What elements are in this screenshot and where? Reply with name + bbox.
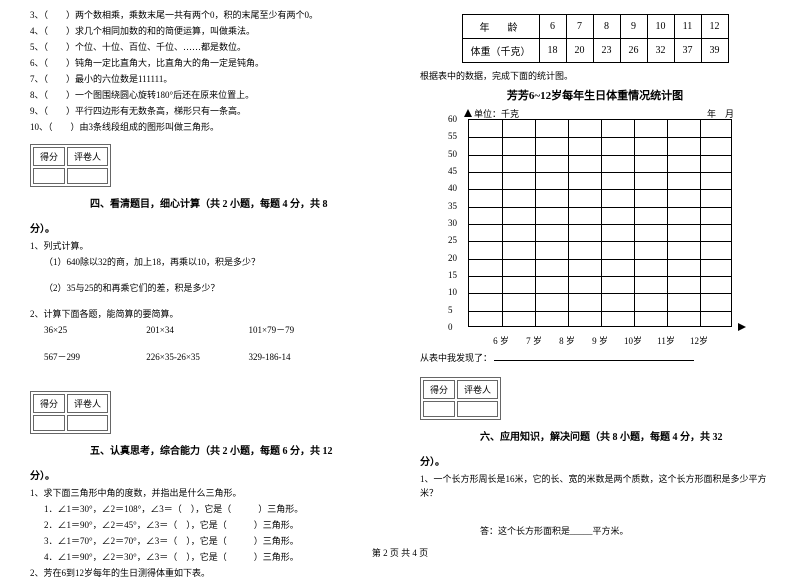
age-cell: 10 xyxy=(647,15,674,39)
q6-1: 1、一个长方形周长是16米，它的长、宽的米数是两个质数，这个长方形面积是多少平方… xyxy=(420,472,770,500)
x-tick-label: 6 岁 xyxy=(493,334,509,347)
observation-label: 从表中我发现了： xyxy=(420,353,492,363)
weight-cell: 32 xyxy=(647,39,674,63)
reviewer-label: 评卷人 xyxy=(457,380,498,399)
weight-cell: 26 xyxy=(620,39,647,63)
x-tick-label: 9 岁 xyxy=(592,334,608,347)
q1-2: （2）35与25的和再乘它们的差，积是多少？ xyxy=(44,281,380,295)
q1-1: （1）640除以32的商，加上18，再乘以10，积是多少？ xyxy=(44,255,380,269)
y-tick-label: 35 xyxy=(448,201,457,211)
calc-expr: 567－299 xyxy=(44,350,144,363)
tf-item: 5、（ ）个位、十位、百位、千位、……都是数位。 xyxy=(30,40,380,54)
age-cell: 9 xyxy=(620,15,647,39)
page-footer: 第 2 页 共 4 页 xyxy=(0,546,800,559)
triangle-line: 1．∠1＝30°，∠2＝108°，∠3＝（ ），它是（ ）三角形。 xyxy=(44,502,380,516)
age-cell: 7 xyxy=(566,15,593,39)
calc-expr: 201×34 xyxy=(146,325,246,335)
right-column: 年 龄 6 7 8 9 10 11 12 体重（千克） 18 20 23 26 … xyxy=(400,0,800,565)
x-tick-label: 8 岁 xyxy=(559,334,575,347)
section-4-tail: 分）。 xyxy=(30,220,380,235)
weight-label: 体重（千克） xyxy=(462,39,539,63)
reviewer-label: 评卷人 xyxy=(67,147,108,166)
x-tick-label: 7 岁 xyxy=(526,334,542,347)
y-tick-label: 55 xyxy=(448,131,457,141)
weight-cell: 39 xyxy=(701,39,728,63)
weight-table: 年 龄 6 7 8 9 10 11 12 体重（千克） 18 20 23 26 … xyxy=(462,14,729,63)
age-cell: 11 xyxy=(674,15,701,39)
tf-list: 3、（ ）两个数相乘，乘数末尾一共有两个0，积的末尾至少有两个0。 4、（ ）求… xyxy=(30,8,380,134)
age-cell: 12 xyxy=(701,15,728,39)
tf-item: 3、（ ）两个数相乘，乘数末尾一共有两个0，积的末尾至少有两个0。 xyxy=(30,8,380,22)
section-5-title: 五、认真思考，综合能力（共 2 小题，每题 6 分，共 12 xyxy=(90,442,380,457)
y-tick-label: 60 xyxy=(448,114,457,124)
tf-item: 7、（ ）最小的六位数是111111。 xyxy=(30,72,380,86)
calc-expr: 226×35-26×35 xyxy=(146,352,246,362)
left-column: 3、（ ）两个数相乘，乘数末尾一共有两个0，积的末尾至少有两个0。 4、（ ）求… xyxy=(0,0,400,565)
tf-item: 6、（ ）钝角一定比直角大，比直角大的角一定是钝角。 xyxy=(30,56,380,70)
y-tick-label: 25 xyxy=(448,235,457,245)
tf-item: 4、（ ）求几个相同加数的和的简便运算，叫做乘法。 xyxy=(30,24,380,38)
blank-line xyxy=(494,351,694,361)
tf-item: 10、（ ）由3条线段组成的图形叫做三角形。 xyxy=(30,120,380,134)
weight-cell: 20 xyxy=(566,39,593,63)
q2-head: 2、计算下面各题，能简算的要简算。 xyxy=(30,307,380,321)
y-tick-label: 20 xyxy=(448,253,457,263)
score-label: 得分 xyxy=(423,380,455,399)
chart-instruction: 根据表中的数据，完成下面的统计图。 xyxy=(420,69,770,83)
calc-row: 567－299 226×35-26×35 329-186-14 xyxy=(44,350,380,363)
chart: 单位：千克 年 月 6055504540353025201510506 岁7 岁… xyxy=(440,105,750,345)
age-label: 年 龄 xyxy=(462,15,539,39)
reviewer-label: 评卷人 xyxy=(67,394,108,413)
score-label: 得分 xyxy=(33,147,65,166)
q5-2: 2、芳在6到12岁每年的生日测得体重如下表。 xyxy=(30,566,380,580)
y-axis-arrow-icon xyxy=(464,109,472,117)
y-tick-label: 5 xyxy=(448,305,453,315)
y-tick-label: 0 xyxy=(448,322,453,332)
calc-row: 36×25 201×34 101×79－79 xyxy=(44,323,380,336)
calc-expr: 329-186-14 xyxy=(249,352,349,362)
y-tick-label: 30 xyxy=(448,218,457,228)
x-tick-label: 10岁 xyxy=(624,334,642,347)
age-cell: 8 xyxy=(593,15,620,39)
q5-1-head: 1、求下面三角形中角的度数，并指出是什么三角形。 xyxy=(30,486,380,500)
weight-cell: 37 xyxy=(674,39,701,63)
x-tick-label: 11岁 xyxy=(657,334,675,347)
score-box: 得分 评卷人 xyxy=(30,391,111,434)
x-tick-label: 12岁 xyxy=(690,334,708,347)
q6-answer: 答：这个长方形面积是_____平方米。 xyxy=(480,524,770,538)
y-tick-label: 50 xyxy=(448,149,457,159)
weight-cell: 18 xyxy=(539,39,566,63)
age-cell: 6 xyxy=(539,15,566,39)
chart-title: 芳芳6~12岁每年生日体重情况统计图 xyxy=(420,87,770,103)
y-tick-label: 10 xyxy=(448,287,457,297)
section-6-tail: 分）。 xyxy=(420,453,770,468)
x-axis-arrow-icon xyxy=(738,323,746,331)
tf-item: 8、（ ）一个图围绕圆心旋转180°后还在原来位置上。 xyxy=(30,88,380,102)
triangle-line: 2．∠1＝90°，∠2＝45°，∠3＝（ ），它是（ ）三角形。 xyxy=(44,518,380,532)
calc-expr: 101×79－79 xyxy=(249,323,349,336)
tf-item: 9、（ ）平行四边形有无数条高，梯形只有一条高。 xyxy=(30,104,380,118)
weight-cell: 23 xyxy=(593,39,620,63)
score-box: 得分 评卷人 xyxy=(30,144,111,187)
chart-grid xyxy=(468,119,732,327)
observation: 从表中我发现了： xyxy=(420,351,770,365)
score-box: 得分 评卷人 xyxy=(420,377,501,420)
y-tick-label: 45 xyxy=(448,166,457,176)
y-tick-label: 40 xyxy=(448,183,457,193)
section-5-tail: 分）。 xyxy=(30,467,380,482)
section-6-title: 六、应用知识，解决问题（共 8 小题，每题 4 分，共 32 xyxy=(480,428,770,443)
y-tick-label: 15 xyxy=(448,270,457,280)
score-label: 得分 xyxy=(33,394,65,413)
section-4-title: 四、看清题目，细心计算（共 2 小题，每题 4 分，共 8 xyxy=(90,195,380,210)
q1-head: 1、列式计算。 xyxy=(30,239,380,253)
calc-expr: 36×25 xyxy=(44,325,144,335)
